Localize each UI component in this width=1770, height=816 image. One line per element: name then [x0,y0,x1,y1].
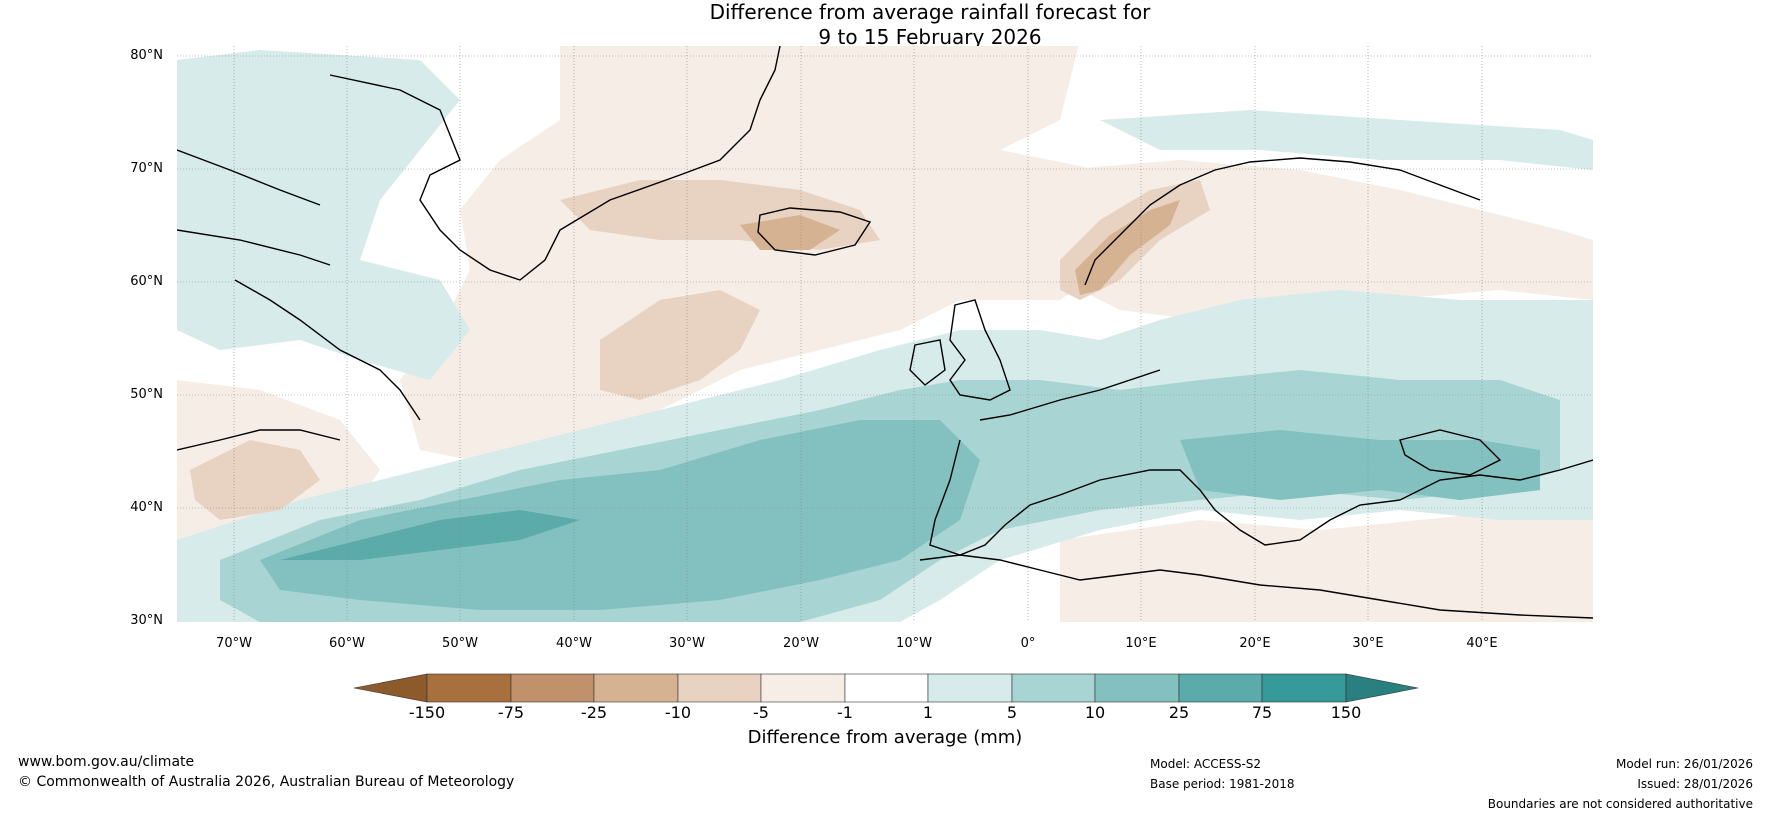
wet-field-atlantic-peak [280,510,580,560]
wet-field-labrador [177,50,470,380]
lat-label-40n: 40°N [130,500,163,515]
colorbar-segments [353,673,1419,703]
colorbar-label: Difference from average (mm) [747,727,1023,748]
lon-label-60w: 60°W [329,636,365,651]
colorbar-tick-5: -5 [753,703,769,722]
black-sea-coast [1399,429,1502,476]
labrador-coast [177,279,421,451]
britain-coast [909,299,1011,401]
colorbar-arrow-wet [1345,673,1419,703]
colorbar-seg-4 [677,673,762,703]
copyright-text: © Commonwealth of Australia 2026, Austra… [18,774,515,790]
lat-label-50n: 50°N [130,387,163,402]
africa-coast [919,554,1593,619]
colorbar-seg-3 [593,673,679,703]
lon-label-40e: 40°E [1466,636,1498,651]
website-link[interactable]: www.bom.gov.au/climate [18,754,195,770]
coastlines [177,46,1593,619]
colorbar-tick-2: -75 [497,703,525,722]
lon-label-20w: 20°W [783,636,819,651]
lat-label-60n: 60°N [130,274,163,289]
colorbar-tick-7: 1 [922,703,934,722]
dry-pocket-mid-atlantic [600,290,760,400]
model-name: Model: ACCESS-S2 [1150,757,1262,771]
wet-field-balkans [1180,430,1540,500]
dry-pocket-newfoundland [190,440,320,520]
baffin-coast [177,149,331,266]
title-line-2: 9 to 15 February 2026 [818,25,1042,49]
colorbar-seg-9 [1094,673,1180,703]
lon-label-30w: 30°W [669,636,705,651]
colorbar-seg-10 [1178,673,1263,703]
dry-pocket-norway-core [1075,200,1180,295]
lon-label-10e: 10°E [1125,636,1157,651]
lon-label-30e: 30°E [1352,636,1384,651]
colorbar-tick-8: 5 [1006,703,1018,722]
colorbar-seg-1 [426,673,512,703]
colorbar-tick-10: 25 [1168,703,1190,722]
dry-field-north-africa [1060,500,1593,622]
lon-label-10w: 10°W [896,636,932,651]
model-run-date: Model run: 26/01/2026 [1615,757,1753,771]
lon-label-0: 0° [1020,636,1036,651]
colorbar-tick-4: -10 [664,703,692,722]
boundaries-disclaimer: Boundaries are not considered authoritat… [1487,797,1753,811]
lat-label-70n: 70°N [130,161,163,176]
norway-coast [1084,157,1481,286]
lat-label-80n: 80°N [130,48,163,63]
title-line-1: Difference from average rainfall forecas… [709,0,1151,24]
base-period: Base period: 1981-2018 [1150,777,1295,791]
colorbar-seg-5 [760,673,846,703]
colorbar-tick-11: 75 [1251,703,1273,722]
colorbar-seg-7 [927,673,1013,703]
dry-field-north-atlantic [400,46,1160,460]
lat-label-30n: 30°N [130,613,163,628]
lon-label-50w: 50°W [442,636,478,651]
colorbar-seg-6 [844,673,929,703]
colorbar-tick-9: 10 [1084,703,1106,722]
colorbar-tick-12: 150 [1330,703,1362,722]
colorbar-tick-3: -25 [580,703,608,722]
anomaly-fields [177,46,1593,622]
colorbar-seg-2 [510,673,595,703]
lon-label-70w: 70°W [216,636,252,651]
map-title: Difference from average rainfall forecas… [0,0,1770,50]
colorbar-seg-11 [1261,673,1347,703]
colorbar-tick-6: -1 [837,703,853,722]
rainfall-anomaly-map [177,46,1593,622]
greenland-coast [329,46,781,281]
graticule [177,46,1593,622]
wet-field-atlantic-inner [260,420,980,610]
dry-pocket-iceland [740,215,840,250]
colorbar-seg-8 [1011,673,1096,703]
iceland-coast [757,207,872,256]
colorbar [353,673,1419,703]
lon-label-20e: 20°E [1239,636,1271,651]
colorbar-arrow-dry [353,673,428,703]
colorbar-tick-1: -150 [408,703,446,722]
lon-label-40w: 40°W [556,636,592,651]
issued-date: Issued: 28/01/2026 [1637,777,1753,791]
wet-field-arctic [1100,110,1593,170]
